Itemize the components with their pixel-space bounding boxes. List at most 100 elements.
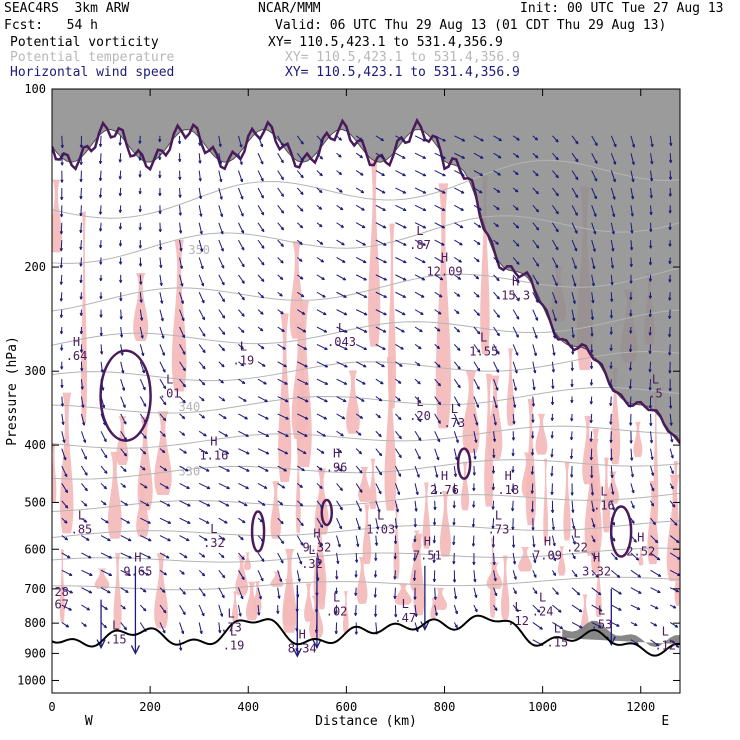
wind-vector-head	[334, 630, 338, 635]
wind-vector	[552, 604, 562, 613]
wind-vector-head	[535, 281, 539, 285]
wind-vector-head	[300, 174, 304, 179]
wind-vector-head	[592, 524, 596, 528]
wind-vector-head	[280, 260, 284, 264]
wind-vector-head	[206, 486, 211, 490]
wind-vector-head	[539, 626, 543, 630]
wind-vector	[434, 291, 443, 298]
wind-vector	[198, 153, 201, 164]
wind-vector	[218, 500, 230, 507]
wind-vector-head	[454, 610, 458, 615]
wind-vector-head	[571, 509, 575, 513]
wind-vector-head	[204, 450, 209, 455]
wind-vector-head	[79, 279, 83, 284]
wind-vector-head	[516, 261, 520, 265]
wind-shade-streak	[521, 452, 534, 497]
wind-vector	[316, 396, 328, 403]
wind-vector-head	[569, 455, 574, 460]
wind-vector-head	[496, 296, 500, 300]
wind-vector-head	[668, 370, 672, 374]
wind-vector	[591, 500, 595, 512]
wind-vector-head	[474, 439, 478, 443]
wind-vector	[198, 135, 201, 146]
wind-vector-head	[491, 544, 496, 548]
wind-vector	[511, 500, 514, 512]
wind-vector-head	[260, 538, 265, 543]
wind-vector-head	[476, 386, 480, 390]
wind-vector	[453, 378, 461, 389]
wind-vector-head	[535, 299, 539, 303]
wind-vector	[257, 291, 264, 299]
wind-vector-head	[533, 559, 537, 564]
wind-vector-head	[630, 457, 634, 461]
wind-shade-streak	[489, 537, 496, 618]
wind-vector	[81, 535, 90, 541]
wind-vector	[61, 396, 64, 407]
wind-vector	[218, 448, 230, 455]
wind-vector	[414, 239, 426, 246]
wind-vector	[277, 552, 284, 564]
wind-vector-head	[356, 543, 360, 547]
wind-vector-head	[550, 435, 554, 439]
wind-vector	[571, 257, 577, 269]
wind-vector	[610, 292, 613, 302]
wind-vector-head	[534, 590, 538, 595]
wind-vector-head	[108, 555, 113, 559]
wind-vector-head	[609, 331, 613, 335]
wind-vector-head	[511, 453, 515, 457]
wind-vector	[375, 535, 378, 546]
wind-shade-streak	[282, 548, 297, 633]
wind-vector	[277, 170, 284, 180]
wind-vector	[198, 239, 203, 252]
wind-vector-head	[260, 278, 265, 282]
wind-vector-head	[79, 178, 83, 183]
wind-shade-streak	[253, 581, 262, 613]
extrema-value-label: 7.09	[533, 549, 562, 563]
wind-vector-head	[198, 142, 202, 146]
wind-vector-head	[201, 554, 206, 558]
wind-vector-head	[555, 264, 559, 269]
wind-vector-head	[555, 228, 559, 233]
wind-vector	[238, 396, 247, 402]
wind-vector-head	[141, 352, 145, 357]
wind-vector	[238, 500, 248, 507]
wind-vector-head	[393, 556, 397, 560]
wind-vector-head	[551, 385, 555, 389]
wind-vector-head	[319, 139, 324, 143]
wind-vector-head	[597, 624, 602, 628]
wind-vector-head	[394, 525, 398, 529]
wind-vector-head	[201, 283, 205, 287]
wind-vector	[454, 187, 465, 194]
wind-vector-head	[142, 451, 147, 455]
wind-vector-head	[614, 556, 618, 561]
wind-vector-head	[299, 484, 303, 488]
wind-vector-head	[491, 506, 495, 510]
wind-vector	[493, 344, 500, 355]
wind-vector-head	[317, 561, 321, 565]
wind-vector	[120, 552, 132, 559]
wind-vector	[100, 396, 105, 409]
wind-vector-head	[422, 173, 427, 177]
wind-vector-head	[338, 468, 343, 472]
wind-vector-head	[225, 503, 230, 507]
wind-vector	[139, 344, 144, 356]
wind-vector-head	[437, 401, 442, 406]
wind-vector-head	[187, 503, 191, 507]
wind-vector-head	[139, 299, 143, 303]
wind-vector-head	[280, 560, 284, 564]
wind-vector	[159, 482, 169, 489]
wind-vector	[119, 170, 122, 180]
wind-vector-head	[454, 624, 458, 629]
wind-vector-head	[402, 294, 407, 298]
wind-shade-streak	[563, 462, 571, 541]
wind-vector-head	[630, 213, 634, 217]
wind-vector	[434, 396, 442, 405]
wind-vector-head	[536, 609, 541, 613]
wind-vector	[473, 413, 478, 426]
wind-vector-head	[669, 405, 673, 409]
theta-contour	[52, 309, 680, 346]
wind-vector	[355, 152, 363, 159]
wind-vector	[179, 361, 186, 372]
wind-vector	[257, 361, 266, 367]
wind-vector	[81, 552, 92, 559]
